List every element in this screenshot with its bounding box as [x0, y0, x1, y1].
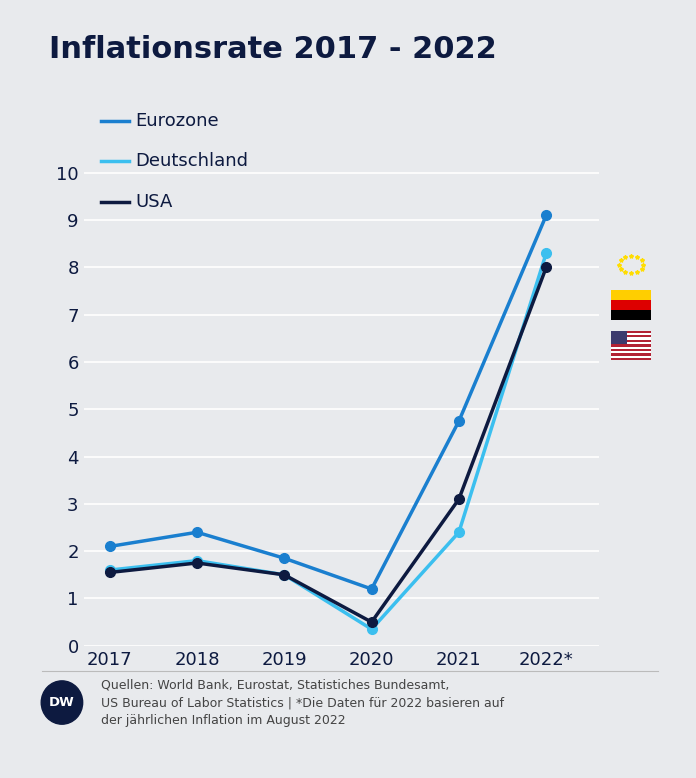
Text: USA: USA: [136, 192, 173, 211]
Bar: [611, 353, 651, 356]
Bar: [611, 346, 651, 349]
Bar: [611, 331, 651, 333]
Text: DW: DW: [49, 696, 74, 709]
Eurozone: [542, 211, 551, 220]
Bar: [611, 331, 627, 345]
Deutschland: [193, 556, 201, 566]
Text: Quellen: World Bank, Eurostat, Statistiches Bundesamt,
US Bureau of Labor Statis: Quellen: World Bank, Eurostat, Statistic…: [101, 678, 504, 727]
Text: Deutschland: Deutschland: [136, 152, 248, 170]
Bar: [611, 338, 651, 340]
Line: USA: USA: [105, 262, 551, 627]
Eurozone: [106, 541, 114, 551]
Bar: [611, 356, 651, 358]
Bar: [611, 335, 651, 338]
USA: [454, 495, 463, 504]
Bar: [611, 310, 651, 320]
Eurozone: [193, 527, 201, 537]
USA: [542, 263, 551, 272]
Bar: [611, 340, 651, 342]
USA: [280, 570, 288, 580]
Deutschland: [542, 248, 551, 258]
Bar: [611, 345, 651, 346]
Bar: [611, 300, 651, 310]
Eurozone: [454, 416, 463, 426]
Eurozone: [367, 584, 376, 594]
Deutschland: [106, 566, 114, 575]
Text: Inflationsrate 2017 - 2022: Inflationsrate 2017 - 2022: [49, 35, 496, 64]
Deutschland: [280, 570, 288, 580]
Deutschland: [454, 527, 463, 537]
Bar: [611, 290, 651, 300]
Line: Eurozone: Eurozone: [105, 211, 551, 594]
Circle shape: [41, 681, 83, 724]
Bar: [611, 349, 651, 351]
Line: Deutschland: Deutschland: [105, 248, 551, 634]
Bar: [611, 358, 651, 360]
Eurozone: [280, 554, 288, 563]
Text: Eurozone: Eurozone: [136, 111, 219, 130]
Deutschland: [367, 625, 376, 634]
Bar: [611, 333, 651, 335]
USA: [193, 559, 201, 568]
Bar: [611, 342, 651, 345]
Bar: [611, 351, 651, 353]
USA: [106, 568, 114, 577]
USA: [367, 618, 376, 627]
